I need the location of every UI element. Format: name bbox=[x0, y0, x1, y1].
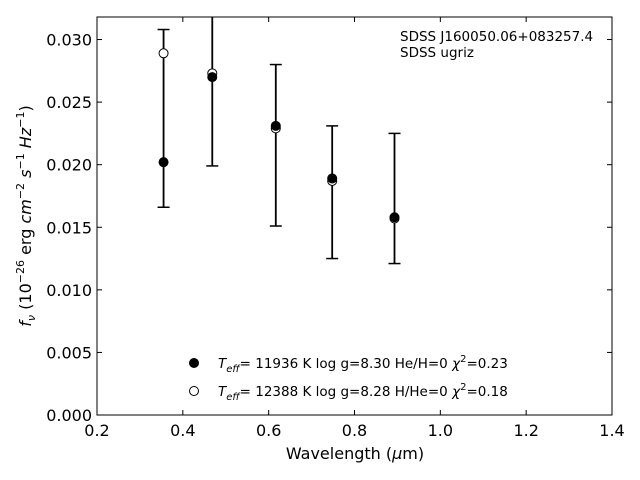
y-tick-label: 0.010 bbox=[46, 281, 92, 300]
legend-entry-2-chi: =0.18 bbox=[466, 384, 507, 400]
x-axis-label: Wavelength (μm) bbox=[286, 444, 424, 463]
y-axis-label: fν (10−26 erg cm−2 s−1 Hz−1) bbox=[14, 105, 38, 326]
point-filled bbox=[327, 173, 338, 184]
y-tick-label: 0.025 bbox=[46, 93, 92, 112]
y-tick-label: 0.005 bbox=[46, 343, 92, 362]
error-bars bbox=[157, 17, 401, 265]
legend-marker-open bbox=[189, 386, 199, 396]
y-tick-label: 0.020 bbox=[46, 156, 92, 175]
point-filled bbox=[158, 157, 169, 168]
x-tick-label: 0.8 bbox=[342, 421, 367, 440]
x-tick-label: 1.2 bbox=[513, 421, 538, 440]
point-filled bbox=[207, 72, 218, 83]
legend-entry-2-label: = 12388 K log g=8.28 H/He=0 bbox=[240, 384, 452, 400]
x-tick-label: 0.2 bbox=[84, 421, 109, 440]
legend-marker-filled bbox=[189, 358, 199, 368]
y-tick-label: 0.015 bbox=[46, 218, 92, 237]
y-tick-label: 0.030 bbox=[46, 31, 92, 50]
legend-entry-1: Teff= 11936 K log g=8.30 He/H=0 χ2=0.23 bbox=[218, 354, 508, 375]
y-tick-label: 0.000 bbox=[46, 406, 92, 425]
x-tick-label: 0.4 bbox=[170, 421, 195, 440]
annotation-object-name: SDSS J160050.06+083257.4 bbox=[400, 29, 593, 45]
x-tick-label: 1.0 bbox=[428, 421, 453, 440]
x-tick-label: 1.4 bbox=[599, 421, 624, 440]
legend: Teff= 11936 K log g=8.30 He/H=0 χ2=0.23 … bbox=[189, 354, 508, 403]
point-filled bbox=[389, 212, 400, 223]
legend-entry-2: Teff= 12388 K log g=8.28 H/He=0 χ2=0.18 bbox=[218, 382, 508, 403]
point-open bbox=[158, 48, 169, 59]
x-tick-label: 0.6 bbox=[256, 421, 281, 440]
legend-entry-1-chi: =0.23 bbox=[466, 356, 507, 372]
data-points bbox=[158, 48, 400, 224]
point-filled bbox=[270, 120, 281, 131]
axes: 0.2 0.4 0.6 0.8 1.0 1.2 1.4 0.000 0.005 0.010 0.01… bbox=[46, 16, 625, 440]
legend-entry-1-label: = 11936 K log g=8.30 He/H=0 bbox=[240, 356, 452, 372]
annotation-survey: SDSS ugriz bbox=[400, 45, 474, 61]
